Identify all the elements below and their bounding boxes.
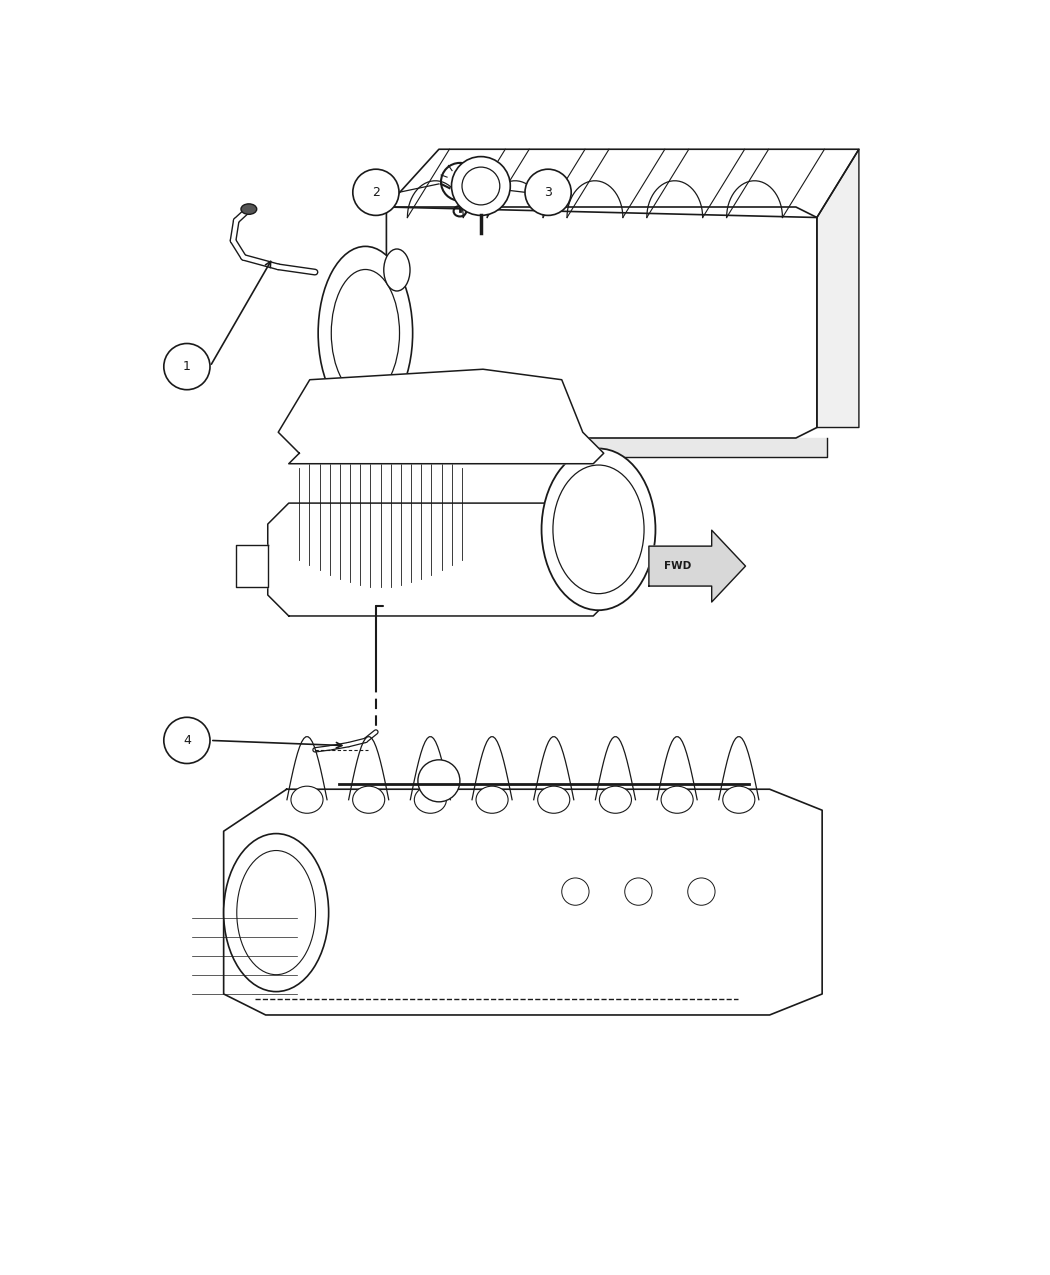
Ellipse shape: [662, 787, 693, 813]
Ellipse shape: [476, 787, 508, 813]
Polygon shape: [386, 149, 859, 218]
Ellipse shape: [353, 787, 384, 813]
Polygon shape: [268, 504, 614, 616]
Text: 1: 1: [183, 360, 191, 374]
Ellipse shape: [722, 787, 755, 813]
Text: FWD: FWD: [665, 561, 692, 571]
Ellipse shape: [291, 787, 323, 813]
Ellipse shape: [224, 834, 329, 992]
Text: 4: 4: [183, 734, 191, 747]
Ellipse shape: [415, 787, 446, 813]
Circle shape: [164, 343, 210, 390]
Ellipse shape: [538, 787, 570, 813]
Circle shape: [418, 760, 460, 802]
Ellipse shape: [542, 449, 655, 611]
Circle shape: [452, 157, 510, 215]
Circle shape: [525, 170, 571, 215]
Polygon shape: [236, 546, 268, 587]
Circle shape: [164, 718, 210, 764]
Circle shape: [353, 170, 399, 215]
Ellipse shape: [600, 787, 631, 813]
Polygon shape: [278, 370, 604, 464]
Polygon shape: [817, 149, 859, 427]
Polygon shape: [649, 530, 746, 602]
Polygon shape: [224, 789, 822, 1015]
Polygon shape: [386, 207, 817, 439]
Polygon shape: [365, 439, 827, 456]
Text: 3: 3: [544, 186, 552, 199]
Ellipse shape: [240, 204, 257, 214]
Text: 2: 2: [372, 186, 380, 199]
Ellipse shape: [318, 246, 413, 419]
Ellipse shape: [384, 249, 410, 291]
